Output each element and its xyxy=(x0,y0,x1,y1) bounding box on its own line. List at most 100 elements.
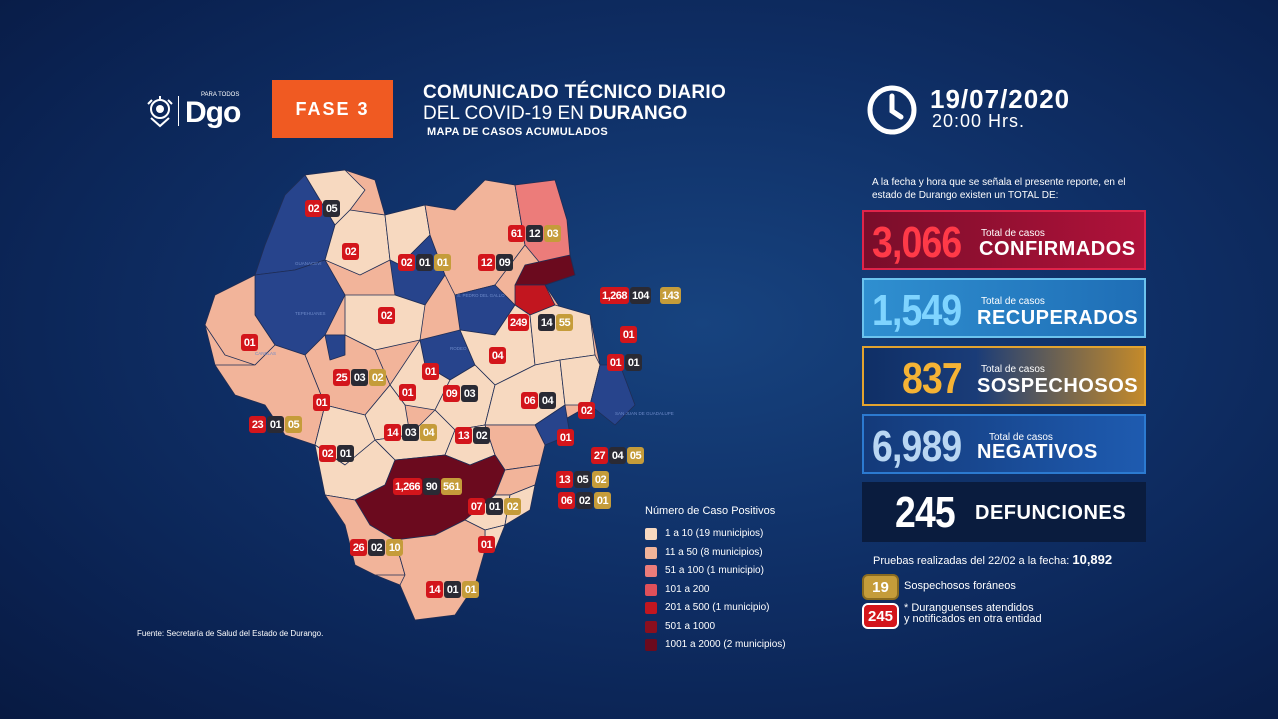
map-chip-lerdo: 14 xyxy=(538,314,555,331)
map-chip-durango: 1,266 xyxy=(393,478,423,495)
map-label-guanacevi: GUANACEVÍ xyxy=(295,260,322,266)
title-prefix: DEL COVID-19 EN xyxy=(423,103,590,124)
map-chip-tamazula: 01 xyxy=(267,416,284,433)
deaths-value: 245 xyxy=(895,488,956,537)
page-title: COMUNICADO TÉCNICO DIARIO xyxy=(423,82,727,103)
map-chip-poanas: 05 xyxy=(574,471,591,488)
deaths-card: 245 DEFUNCIONES xyxy=(862,482,1146,542)
legend-swatch xyxy=(645,602,657,614)
negative-card: 6,989 Total de casos NEGATIVOS xyxy=(862,414,1146,474)
confirmed-value: 3,066 xyxy=(872,218,962,267)
map-chip-nombrededios: 01 xyxy=(486,498,503,515)
suspected-label: SOSPECHOSOS xyxy=(977,375,1139,397)
map-chip-ocampo: 02 xyxy=(305,200,322,217)
foreign-badge: 19 xyxy=(862,574,899,600)
page-title-line2: DEL COVID-19 EN DURANGO xyxy=(423,103,687,125)
report-time: 20:00 Hrs. xyxy=(932,111,1026,131)
map-chip-mapimi: 09 xyxy=(496,254,513,271)
map-label-spgallo: S. PEDRO DEL GALLO xyxy=(457,293,505,298)
page-subtitle: MAPA DE CASOS ACUMULADOS xyxy=(427,126,608,138)
map-label-canelas: CANELAS xyxy=(255,351,276,356)
map-chip-pueblonuevo: 10 xyxy=(386,539,403,556)
map-chip-guadalupe: 27 xyxy=(591,447,608,464)
confirmed-card: 3,066 Total de casos CONFIRMADOS xyxy=(862,210,1146,270)
external-badge: 245 xyxy=(862,603,899,629)
map-label-tepehuanes: TEPEHUANES xyxy=(295,311,326,316)
map-chip-cuencame: 06 xyxy=(521,392,538,409)
report-date: 19/07/2020 xyxy=(930,84,1071,114)
legend-item: 51 a 100 (1 municipio) xyxy=(665,565,764,576)
foreign-label: Sospechosos foráneos xyxy=(904,580,1016,592)
map-chip-sandimas: 01 xyxy=(337,445,354,462)
map-chip-poanas: 02 xyxy=(592,471,609,488)
map-chip-vicente: 02 xyxy=(576,492,593,509)
map-chip-durango: 90 xyxy=(423,478,440,495)
map-chip-durango: 561 xyxy=(441,478,462,495)
map-chip-sanjuanrio: 09 xyxy=(443,385,460,402)
clock-icon xyxy=(867,85,917,135)
map-chip-lerdo: 249 xyxy=(508,314,529,331)
map-chip-nombrededios: 07 xyxy=(468,498,485,515)
suspected-card: 837 Total de casos SOSPECHOSOS xyxy=(862,346,1146,406)
map-chip-sandimas: 02 xyxy=(319,445,336,462)
map-chip-panucocoronado: 02 xyxy=(473,427,490,444)
map-chip-gomez: 1,268 xyxy=(600,287,630,304)
phase-badge: FASE 3 xyxy=(272,80,393,138)
legend-swatch xyxy=(645,620,657,633)
negative-small: Total de casos xyxy=(989,432,1053,443)
map-chip-santiago: 02 xyxy=(369,369,386,386)
map-chip-poanas: 13 xyxy=(556,471,573,488)
map-chip-coneto: 01 xyxy=(422,363,439,380)
map-chip-tamazula: 05 xyxy=(285,416,302,433)
map-chip-gomez: 143 xyxy=(660,287,681,304)
map-chip-nazas: 04 xyxy=(489,347,506,364)
legend-swatch xyxy=(645,528,657,540)
legend-item: 201 a 500 (1 municipio) xyxy=(665,602,770,613)
negative-label: NEGATIVOS xyxy=(977,441,1098,463)
map-chip-nombrededios: 02 xyxy=(504,498,521,515)
map-chip-guadalupe: 04 xyxy=(609,447,626,464)
map-chip-gomez: 104 xyxy=(630,287,651,304)
map-chip-panucocoronado: 13 xyxy=(455,427,472,444)
recovered-value: 1,549 xyxy=(872,286,962,335)
durango-map: GUANACEVÍ TEPEHUANES S. PEDRO DEL GALLO … xyxy=(204,169,674,621)
confirmed-label: CONFIRMADOS xyxy=(979,238,1136,260)
map-chip-mezquital: 01 xyxy=(444,581,461,598)
map-chip-tlahualilo: 03 xyxy=(544,225,561,242)
legend-item: 1001 a 2000 (2 municipios) xyxy=(665,639,786,650)
recovered-small: Total de casos xyxy=(981,296,1045,307)
logo-separator xyxy=(178,96,179,126)
map-chip-nuevoideal: 01 xyxy=(399,384,416,401)
map-chip-sanjuanrio: 03 xyxy=(461,385,478,402)
logo-tagline: PARA TODOS xyxy=(201,92,240,98)
confirmed-small: Total de casos xyxy=(981,228,1045,239)
legend-swatch xyxy=(645,583,657,596)
region-canelas xyxy=(324,334,346,361)
map-chip-tamazula: 23 xyxy=(249,416,266,433)
map-chip-santiago: 25 xyxy=(333,369,350,386)
logo-text: Dgo xyxy=(185,96,241,129)
map-chip-hidalgo: 02 xyxy=(398,254,415,271)
recovered-label: RECUPERADOS xyxy=(977,307,1139,329)
map-chip-otaez: 01 xyxy=(313,394,330,411)
map-chip-pueblonuevo: 26 xyxy=(350,539,367,556)
legend-swatch xyxy=(645,546,657,559)
recovered-card: 1,549 Total de casos RECUPERADOS xyxy=(862,278,1146,338)
map-chip-penon: 01 xyxy=(625,354,642,371)
crest-icon xyxy=(147,96,173,128)
map-chip-ocampo: 05 xyxy=(323,200,340,217)
region-gomez xyxy=(514,254,576,286)
map-chip-lerdo: 55 xyxy=(556,314,573,331)
map-chip-santaclara: 01 xyxy=(557,429,574,446)
map-chip-vicente: 01 xyxy=(594,492,611,509)
map-chip-mapimi: 12 xyxy=(478,254,495,271)
negative-value: 6,989 xyxy=(872,422,962,471)
intro-text: A la fecha y hora que se señala el prese… xyxy=(872,177,1126,201)
legend-item: 11 a 50 (8 municipios) xyxy=(665,546,763,558)
map-chip-sanluis: 01 xyxy=(620,326,637,343)
legend-swatch xyxy=(645,565,657,577)
durango-logo: PARA TODOS Dgo xyxy=(145,92,245,132)
map-chip-hidalgo: 01 xyxy=(434,254,451,271)
map-chip-suchil: 01 xyxy=(478,536,495,553)
map-label-sjguadalupe: SAN JUAN DE GUADALUPE xyxy=(615,411,674,416)
